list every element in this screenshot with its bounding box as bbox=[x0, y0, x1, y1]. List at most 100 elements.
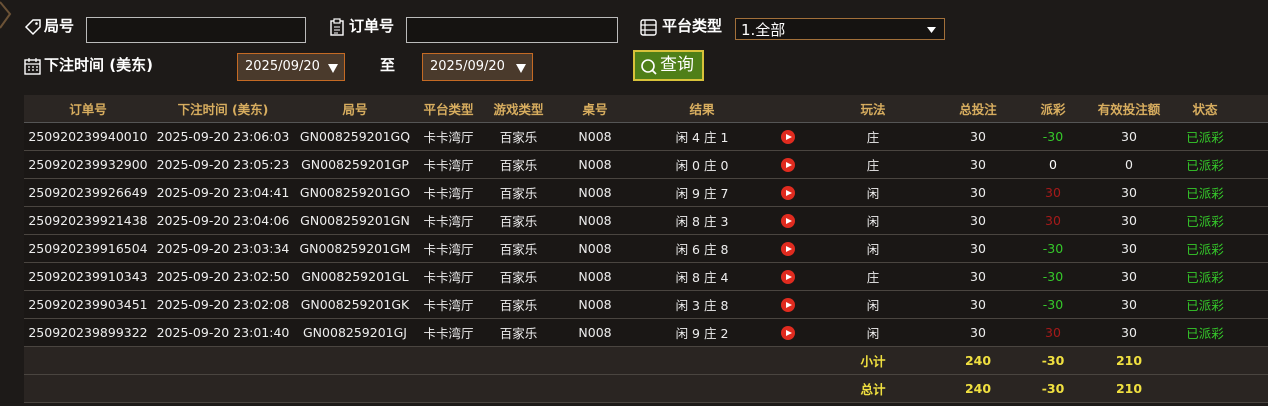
cell-cut bbox=[1242, 178, 1268, 207]
cell: -30 bbox=[1016, 262, 1090, 291]
cell-cut bbox=[1242, 206, 1268, 235]
cell: 闲 8 庄 4 bbox=[634, 262, 770, 291]
bet-row: 250920239916504 2025-09-20 23:03:34 GN0082… bbox=[24, 234, 1268, 263]
column-header: 派彩 bbox=[1016, 95, 1090, 123]
column-header: 玩法 bbox=[806, 95, 940, 123]
to-label: 至 bbox=[380, 56, 396, 74]
cell: 百家乐 bbox=[481, 122, 556, 151]
column-header: 有效投注额 bbox=[1090, 95, 1168, 123]
bet-row: 250920239926649 2025-09-20 23:04:41 GN0082… bbox=[24, 178, 1268, 207]
replay-button[interactable] bbox=[781, 130, 795, 145]
blank bbox=[1168, 374, 1268, 403]
replay-button[interactable] bbox=[781, 298, 795, 313]
cell-cut bbox=[1242, 290, 1268, 319]
bet-row: 250920239899322 2025-09-20 23:01:40 GN0082… bbox=[24, 318, 1268, 347]
cell: 0 bbox=[1090, 150, 1168, 179]
dropdown-arrow bbox=[516, 64, 526, 73]
order-input[interactable] bbox=[406, 17, 618, 43]
column-header: 结果 bbox=[634, 95, 770, 123]
cell: 250920239910343 bbox=[24, 262, 152, 291]
cell: 庄 bbox=[806, 150, 940, 179]
cell-cut bbox=[1242, 234, 1268, 263]
cell: 百家乐 bbox=[481, 234, 556, 263]
cell: N008 bbox=[556, 122, 634, 151]
cell: 30 bbox=[940, 290, 1016, 319]
replay-button[interactable] bbox=[781, 158, 795, 173]
cell: 卡卡湾厅 bbox=[416, 290, 481, 319]
column-header: 游戏类型 bbox=[481, 95, 556, 123]
header-row: 订单号 下注时间 (美东) 局号 平台类型 游戏类型 桌号 结果 玩法 总投注 派彩 有效投注额 状态… bbox=[24, 95, 1268, 123]
cell: 30 bbox=[940, 318, 1016, 347]
cell: 卡卡湾厅 bbox=[416, 122, 481, 151]
bet-row: 250920239903451 2025-09-20 23:02:08 GN0082… bbox=[24, 290, 1268, 319]
calendar-icon bbox=[24, 58, 41, 75]
cell: 闲 6 庄 8 bbox=[634, 234, 770, 263]
cell-cut bbox=[1242, 262, 1268, 291]
blank bbox=[24, 346, 806, 375]
cell: 30 bbox=[940, 178, 1016, 207]
cell: 30 bbox=[940, 206, 1016, 235]
summary-payout: -30 bbox=[1016, 374, 1090, 403]
cell: N008 bbox=[556, 234, 634, 263]
cell: 250920239921438 bbox=[24, 206, 152, 235]
summary-total: 240 bbox=[940, 374, 1016, 403]
cell-cut bbox=[1242, 318, 1268, 347]
replay-cell bbox=[770, 150, 806, 179]
search-icon bbox=[641, 59, 657, 75]
cell: 已派彩 bbox=[1168, 290, 1242, 319]
cell: 0 bbox=[1016, 150, 1090, 179]
cell: 2025-09-20 23:03:34 bbox=[152, 234, 294, 263]
bet-row: 250920239932900 2025-09-20 23:05:23 GN0082… bbox=[24, 150, 1268, 179]
date-from[interactable]: 2025/09/20 bbox=[237, 53, 345, 81]
cell: 30 bbox=[1090, 318, 1168, 347]
cell: 闲 9 庄 2 bbox=[634, 318, 770, 347]
cell: N008 bbox=[556, 262, 634, 291]
date-from-value: 2025/09/20 bbox=[245, 59, 320, 74]
platform-select[interactable]: 1.全部 bbox=[735, 18, 945, 40]
replay-button[interactable] bbox=[781, 270, 795, 285]
cell: 庄 bbox=[806, 122, 940, 151]
edge-ornament bbox=[0, 1, 12, 29]
cell: 闲 bbox=[806, 234, 940, 263]
summary-total: 240 bbox=[940, 346, 1016, 375]
cell: 250920239932900 bbox=[24, 150, 152, 179]
date-to[interactable]: 2025/09/20 bbox=[422, 53, 533, 81]
cell: 30 bbox=[940, 122, 1016, 151]
cell: 30 bbox=[1016, 178, 1090, 207]
cell: 30 bbox=[1090, 206, 1168, 235]
cell: 百家乐 bbox=[481, 262, 556, 291]
round-input[interactable] bbox=[86, 17, 306, 43]
search-text: 查询 bbox=[660, 55, 694, 75]
cell: GN008259201GN bbox=[294, 206, 416, 235]
cell: 30 bbox=[940, 234, 1016, 263]
cell: 250920239899322 bbox=[24, 318, 152, 347]
bet-row: 250920239921438 2025-09-20 23:04:06 GN0082… bbox=[24, 206, 1268, 235]
replay-cell bbox=[770, 290, 806, 319]
column-header: 状态 bbox=[1168, 95, 1242, 123]
replay-button[interactable] bbox=[781, 186, 795, 201]
order-label: 订单号 bbox=[349, 17, 395, 35]
replay-button[interactable] bbox=[781, 214, 795, 229]
cell: 卡卡湾厅 bbox=[416, 206, 481, 235]
cell: 百家乐 bbox=[481, 178, 556, 207]
tag-icon bbox=[24, 19, 41, 36]
cell: 百家乐 bbox=[481, 290, 556, 319]
cell: 250920239940010 bbox=[24, 122, 152, 151]
cell: 卡卡湾厅 bbox=[416, 262, 481, 291]
cell: N008 bbox=[556, 318, 634, 347]
search-button[interactable]: 查询 bbox=[633, 50, 704, 81]
summary-row: 小计 240 -30 210 bbox=[24, 346, 1268, 375]
time-label: 下注时间 (美东) bbox=[44, 56, 153, 74]
replay-button[interactable] bbox=[781, 242, 795, 257]
cell: 庄 bbox=[806, 262, 940, 291]
replay-button[interactable] bbox=[781, 326, 795, 341]
cell: 闲 8 庄 3 bbox=[634, 206, 770, 235]
summary-effective: 210 bbox=[1090, 374, 1168, 403]
bet-table: 订单号 下注时间 (美东) 局号 平台类型 游戏类型 桌号 结果 玩法 总投注 派彩 有效投注额 状态… bbox=[24, 95, 1268, 403]
dropdown-arrow bbox=[927, 27, 936, 33]
round-label: 局号 bbox=[44, 17, 75, 35]
replay-cell bbox=[770, 122, 806, 151]
column-header: 平台类型 bbox=[416, 95, 481, 123]
cell: 已派彩 bbox=[1168, 206, 1242, 235]
